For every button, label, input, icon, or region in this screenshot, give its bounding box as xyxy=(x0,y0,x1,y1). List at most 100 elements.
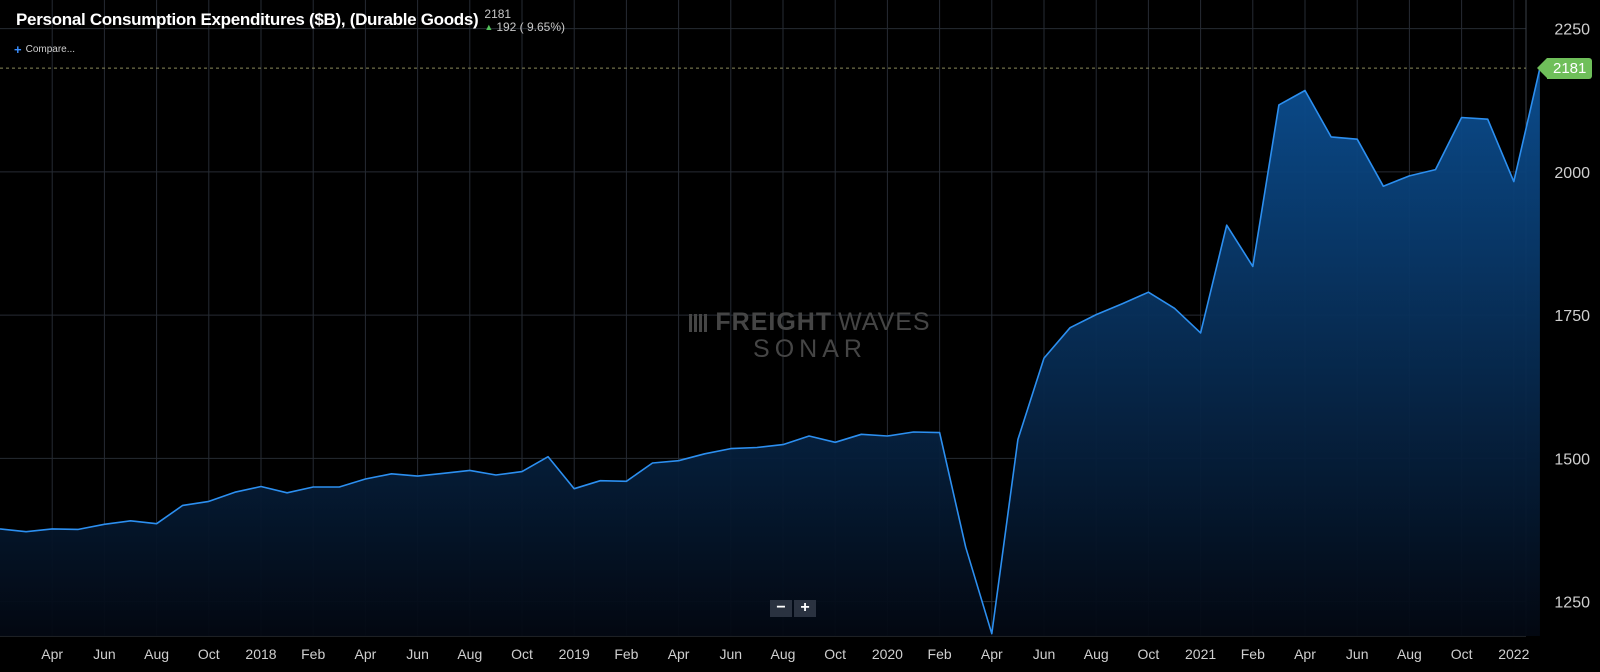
x-tick-label: Jun xyxy=(1346,646,1369,662)
y-axis: 1250 1500 1750 2000 2250 xyxy=(1554,22,1590,612)
data-point xyxy=(1512,180,1516,184)
data-point xyxy=(1251,264,1255,268)
data-point xyxy=(285,491,289,495)
data-point xyxy=(1120,302,1124,306)
data-point xyxy=(181,503,185,507)
y-tick-label: 2000 xyxy=(1554,165,1590,182)
data-point xyxy=(1355,137,1359,141)
x-tick-label: Jun xyxy=(93,646,116,662)
data-point xyxy=(207,499,211,503)
data-point xyxy=(155,522,159,526)
x-tick-label: Oct xyxy=(1451,646,1473,662)
data-point xyxy=(259,484,263,488)
data-point xyxy=(468,468,472,472)
data-point xyxy=(651,461,655,465)
data-point xyxy=(990,632,994,636)
data-point xyxy=(1225,223,1229,227)
change-text: 192 ( 9.65%) xyxy=(496,20,566,34)
data-point xyxy=(1146,290,1150,294)
x-axis: Apr Jun Aug Oct 2018 Feb Apr Jun Aug Oct 2019 Feb Ap… xyxy=(41,646,1529,662)
data-point xyxy=(807,434,811,438)
data-point xyxy=(1381,184,1385,188)
data-point xyxy=(1173,306,1177,310)
x-tick-label: Feb xyxy=(301,646,325,662)
x-tick-label: Apr xyxy=(41,646,63,662)
data-point xyxy=(1199,331,1203,335)
data-point xyxy=(1277,103,1281,107)
y-tick-label: 2250 xyxy=(1554,22,1590,39)
x-tick-label: Jun xyxy=(406,646,429,662)
x-tick-label: 2018 xyxy=(245,646,276,662)
plus-icon: + xyxy=(14,42,22,57)
data-point xyxy=(964,545,968,549)
series-area xyxy=(0,68,1540,636)
data-point xyxy=(102,522,106,526)
data-point xyxy=(912,430,916,434)
data-point xyxy=(598,479,602,483)
data-point xyxy=(1486,117,1490,121)
data-point xyxy=(1016,437,1020,441)
x-tick-label: Feb xyxy=(614,646,638,662)
data-point xyxy=(703,452,707,456)
data-point xyxy=(833,440,837,444)
x-tick-label: Aug xyxy=(1397,646,1422,662)
data-point xyxy=(1042,356,1046,360)
x-tick-label: Oct xyxy=(824,646,846,662)
data-point xyxy=(76,527,80,531)
zoom-out-button[interactable]: − xyxy=(770,600,792,617)
header-stats: 2181 ▲ 192 ( 9.65%) xyxy=(484,8,565,34)
y-tick-label: 1500 xyxy=(1554,451,1590,468)
x-tick-label: 2020 xyxy=(872,646,903,662)
y-tick-label: 1250 xyxy=(1554,595,1590,612)
x-tick-label: Apr xyxy=(981,646,1003,662)
compare-button[interactable]: + Compare... xyxy=(14,42,75,57)
x-tick-label: Oct xyxy=(511,646,533,662)
x-tick-label: Aug xyxy=(1084,646,1109,662)
last-value-badge: 2181 xyxy=(1536,57,1593,79)
x-tick-label: Jun xyxy=(720,646,743,662)
data-point xyxy=(390,472,394,476)
series-line xyxy=(0,68,1541,635)
data-point xyxy=(50,527,54,531)
data-point xyxy=(494,473,498,477)
data-point xyxy=(129,519,133,523)
data-point xyxy=(24,530,28,534)
change-row: ▲ 192 ( 9.65%) xyxy=(484,21,565,34)
data-point xyxy=(1434,168,1438,172)
x-tick-label: Apr xyxy=(355,646,377,662)
x-tick-label: Oct xyxy=(1138,646,1160,662)
x-tick-label: 2021 xyxy=(1185,646,1216,662)
data-point xyxy=(1068,326,1072,330)
data-point xyxy=(624,479,628,483)
x-tick-label: Jun xyxy=(1033,646,1056,662)
data-point xyxy=(729,447,733,451)
x-tick-label: Apr xyxy=(1294,646,1316,662)
data-point xyxy=(1407,174,1411,178)
zoom-controls: − + xyxy=(770,600,816,617)
x-tick-label: 2019 xyxy=(559,646,590,662)
data-point xyxy=(1303,89,1307,93)
data-point xyxy=(1329,135,1333,139)
x-tick-label: 2022 xyxy=(1498,646,1529,662)
data-point xyxy=(546,455,550,459)
data-point xyxy=(859,432,863,436)
x-tick-label: Aug xyxy=(144,646,169,662)
x-tick-label: Feb xyxy=(1241,646,1265,662)
chart-header: Personal Consumption Expenditures ($B), … xyxy=(16,8,565,34)
last-value-text: 2181 xyxy=(484,7,512,21)
data-point xyxy=(520,470,524,474)
data-point xyxy=(781,443,785,447)
x-tick-label: Oct xyxy=(198,646,220,662)
zoom-in-button[interactable]: + xyxy=(794,600,816,617)
data-point xyxy=(572,487,576,491)
x-tick-label: Apr xyxy=(668,646,690,662)
data-point xyxy=(938,431,942,435)
x-tick-label: Feb xyxy=(928,646,952,662)
chart-title: Personal Consumption Expenditures ($B), … xyxy=(16,10,479,29)
data-point xyxy=(1094,313,1098,317)
data-point xyxy=(311,485,315,489)
up-arrow-icon: ▲ xyxy=(484,22,494,32)
data-point xyxy=(337,485,341,489)
